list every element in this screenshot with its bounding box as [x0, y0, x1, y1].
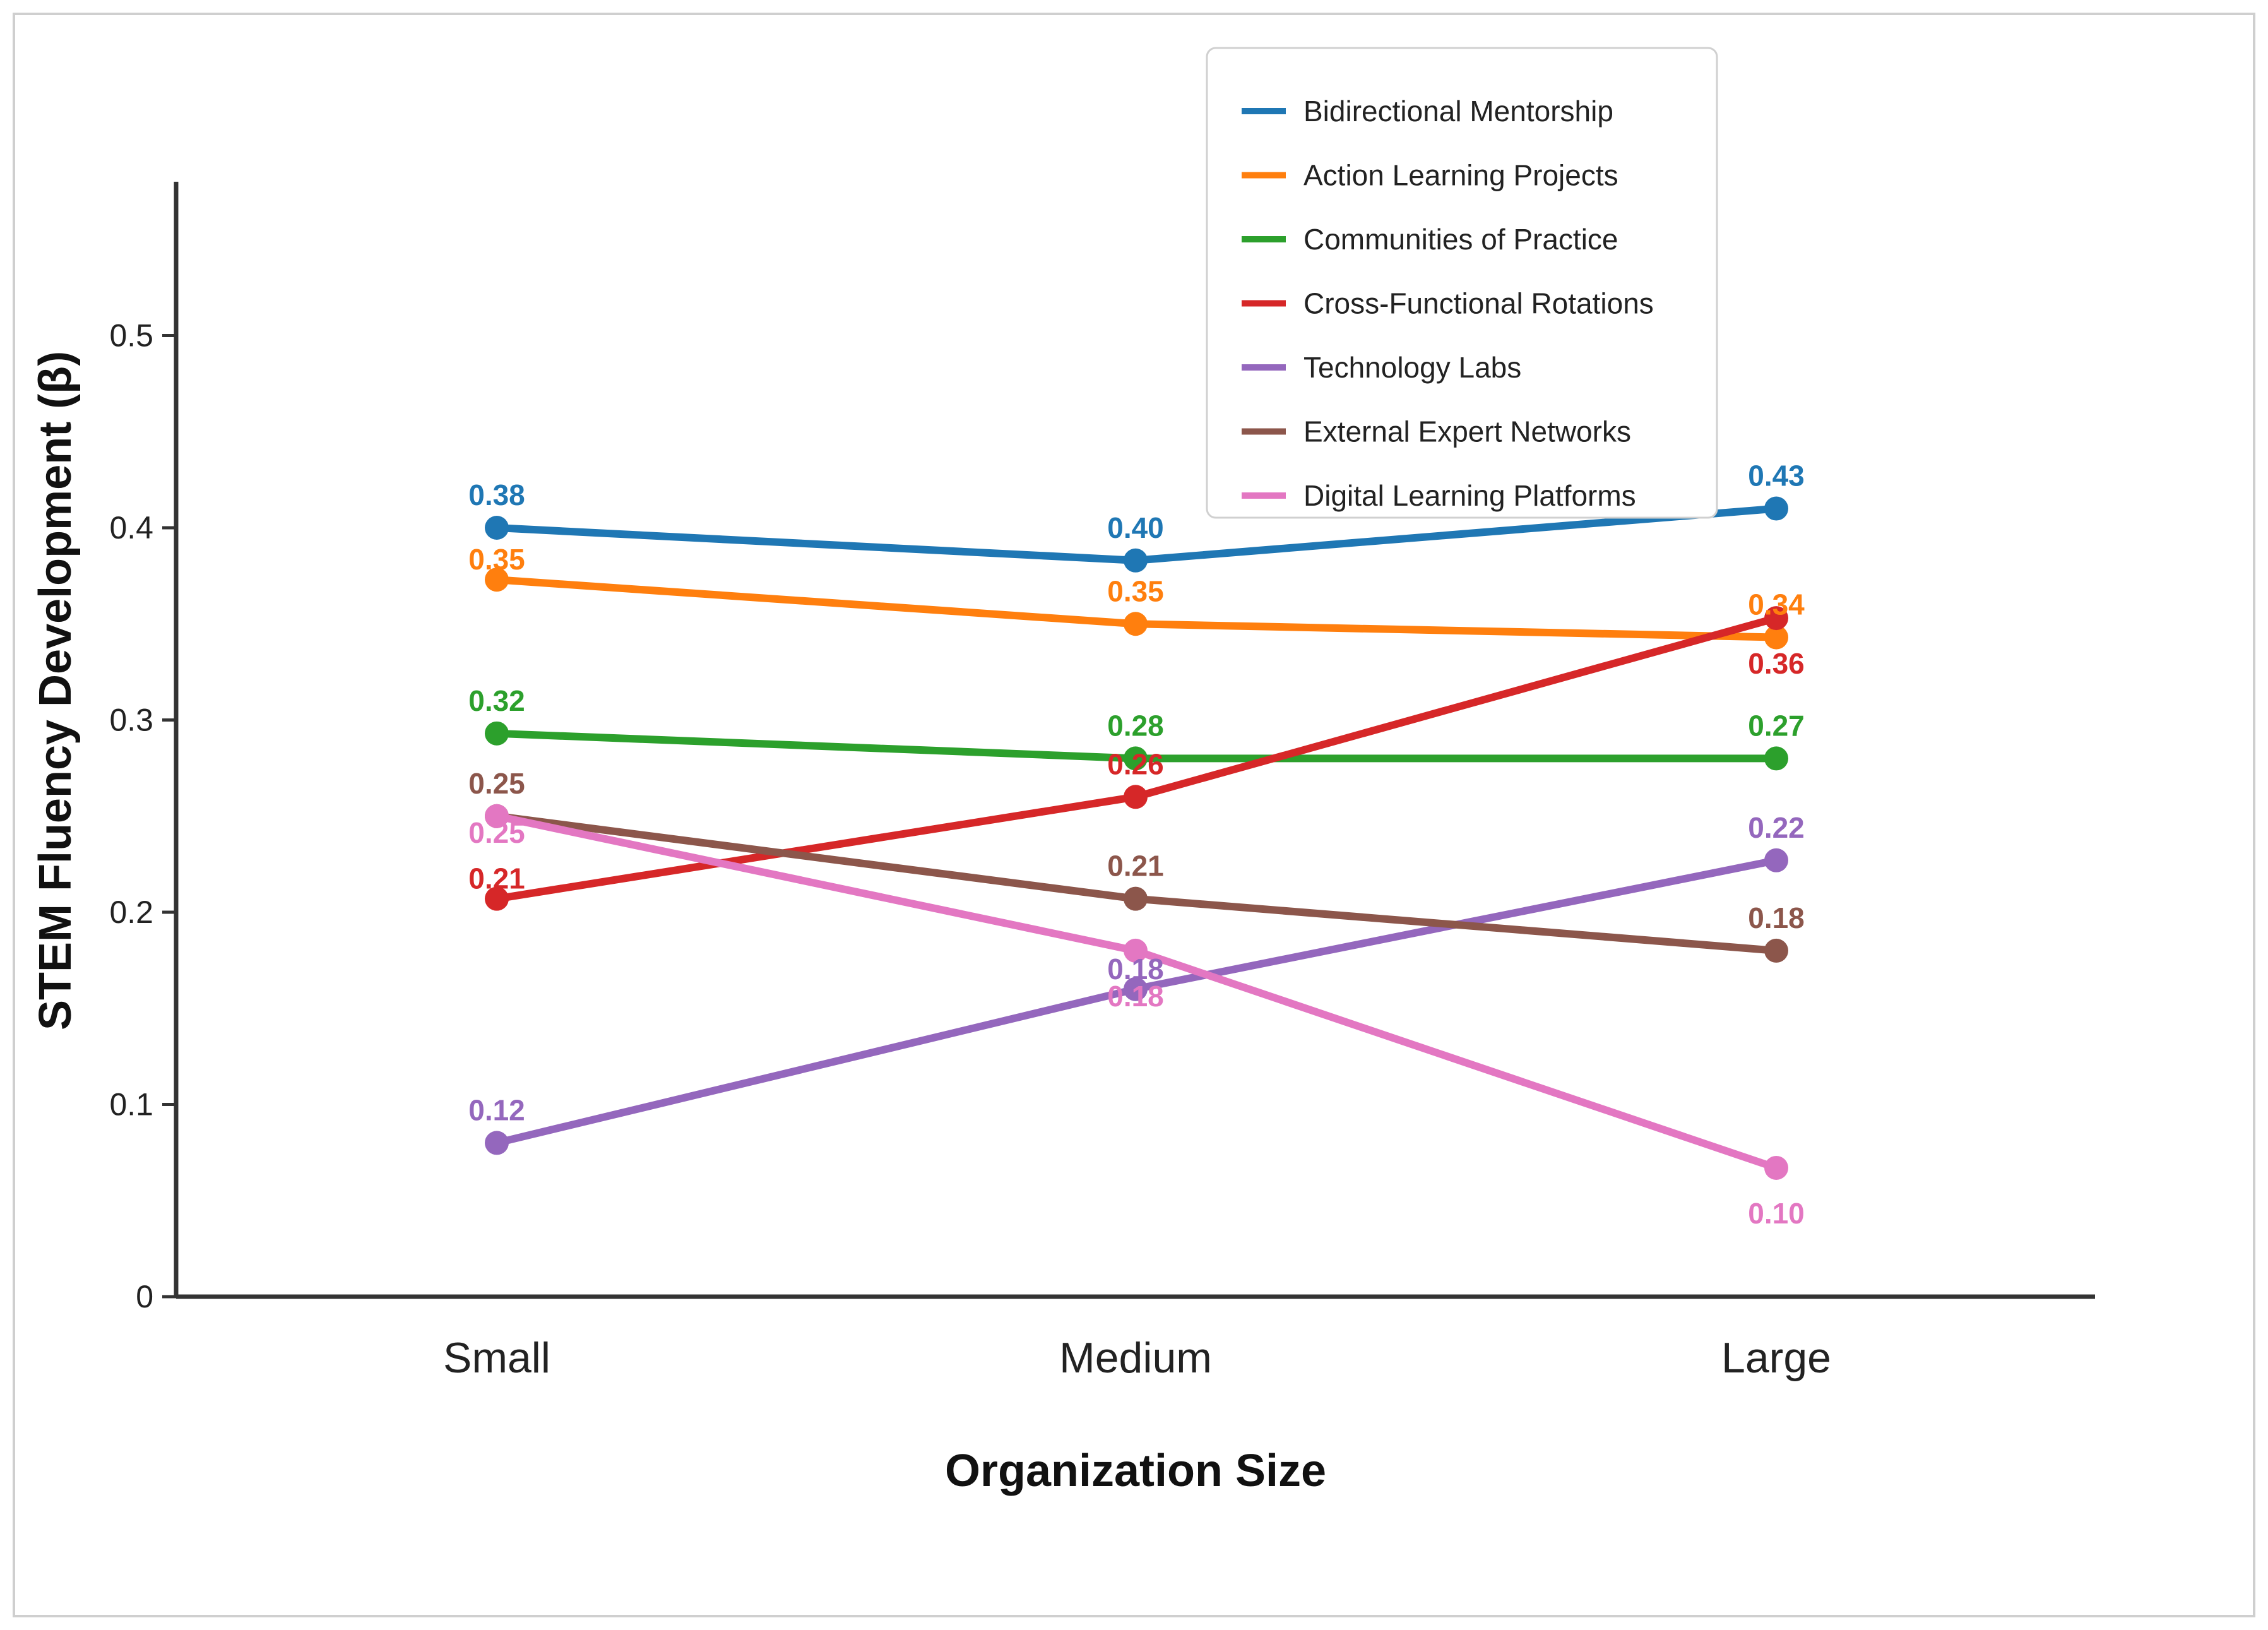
data-label: 0.21: [468, 862, 525, 895]
data-label: 0.34: [1748, 588, 1805, 621]
data-label: 0.35: [1107, 574, 1164, 607]
x-ticks: Small Medium Large: [443, 1334, 1831, 1382]
legend-label: External Expert Networks: [1303, 415, 1631, 448]
data-point: [1124, 612, 1148, 636]
data-point: [485, 568, 509, 592]
data-label: 0.18: [1107, 953, 1164, 985]
series-7: [485, 804, 1788, 1180]
data-label: 0.36: [1748, 647, 1805, 680]
data-label: 0.25: [468, 767, 525, 800]
y-tick-label: 0.1: [109, 1087, 153, 1122]
legend-label: Cross-Functional Rotations: [1303, 287, 1654, 320]
x-tick-label: Medium: [1059, 1334, 1212, 1382]
legend: Bidirectional Mentorship Action Learning …: [1206, 47, 1718, 519]
data-label: 0.12: [468, 1093, 525, 1126]
legend-item: External Expert Networks: [1242, 415, 1631, 448]
data-point: [1764, 496, 1788, 521]
data-point: [1124, 746, 1148, 771]
data-point: [1124, 886, 1148, 911]
y-tick-label: 0.2: [109, 895, 153, 930]
data-point: [485, 516, 509, 540]
y-tick-label: 0: [136, 1279, 153, 1314]
legend-box: [1206, 47, 1718, 519]
series-group: [485, 496, 1788, 1180]
data-label: 0.18: [1748, 901, 1805, 934]
data-point: [1764, 606, 1788, 631]
data-label: 0.38: [468, 479, 525, 511]
data-point: [485, 721, 509, 746]
legend-item: Technology Labs: [1242, 351, 1521, 384]
series-line: [493, 812, 1780, 955]
data-label: 0.40: [1107, 511, 1164, 544]
data-label: 0.32: [468, 684, 525, 717]
data-point: [1764, 848, 1788, 872]
x-tick-label: Small: [443, 1334, 550, 1382]
y-tick-label: 0.4: [109, 510, 153, 545]
y-axis-title: STEM Fluency Development (β): [30, 351, 81, 1030]
data-label: 0.25: [468, 816, 525, 849]
data-label: 0.21: [1107, 850, 1164, 883]
data-label: 0.18: [1107, 980, 1164, 1013]
y-ticks: 0 0.1 0.2 0.3 0.4 0.5: [109, 318, 176, 1314]
data-label: 0.22: [1748, 811, 1805, 844]
x-tick-label: Large: [1721, 1334, 1831, 1382]
series-3: [485, 721, 1788, 771]
legend-label: Bidirectional Mentorship: [1303, 95, 1613, 128]
legend-label: Digital Learning Platforms: [1303, 479, 1636, 512]
data-label: 0.43: [1748, 460, 1805, 492]
y-tick-label: 0.3: [109, 703, 153, 738]
legend-item: Communities of Practice: [1242, 223, 1618, 256]
data-label: 0.27: [1748, 709, 1805, 742]
legend-label: Action Learning Projects: [1303, 159, 1618, 192]
legend-label: Communities of Practice: [1303, 223, 1618, 256]
y-tick-label: 0.5: [109, 318, 153, 354]
legend-item: Bidirectional Mentorship: [1242, 95, 1613, 128]
data-point: [1124, 938, 1148, 963]
data-label: 0.35: [468, 543, 525, 576]
series-5: [485, 848, 1788, 1155]
data-point: [1764, 746, 1788, 771]
chart-frame: 0 0.1 0.2 0.3 0.4 0.5 Small Medium Large STEM F…: [13, 13, 2255, 1617]
data-point: [485, 1131, 509, 1155]
data-point: [1124, 548, 1148, 573]
data-point: [1124, 785, 1148, 809]
data-labels-group: 0.38 0.40 0.43 0.35 0.35 0.34 0.32 0.28 0.27 0.21…: [468, 460, 1805, 1230]
legend-label: Technology Labs: [1303, 351, 1521, 384]
legend-item: Action Learning Projects: [1242, 159, 1618, 192]
data-point: [1764, 625, 1788, 650]
data-point: [485, 886, 509, 911]
series-1: [485, 496, 1788, 573]
data-point: [1764, 938, 1788, 963]
legend-item: Cross-Functional Rotations: [1242, 287, 1654, 320]
legend-item: Digital Learning Platforms: [1242, 479, 1636, 512]
data-point: [485, 804, 509, 828]
axes: [174, 181, 2095, 1299]
series-2: [485, 568, 1788, 650]
data-label: 0.10: [1748, 1197, 1805, 1230]
x-axis-title: Organization Size: [945, 1446, 1326, 1496]
data-point: [1124, 977, 1148, 1001]
line-chart: 0 0.1 0.2 0.3 0.4 0.5 Small Medium Large STEM F…: [30, 47, 2095, 1496]
data-label: 0.26: [1107, 747, 1164, 780]
data-label: 0.28: [1107, 709, 1164, 742]
legend-items: Bidirectional Mentorship Action Learning …: [1242, 95, 1654, 512]
data-point: [1764, 1155, 1788, 1180]
